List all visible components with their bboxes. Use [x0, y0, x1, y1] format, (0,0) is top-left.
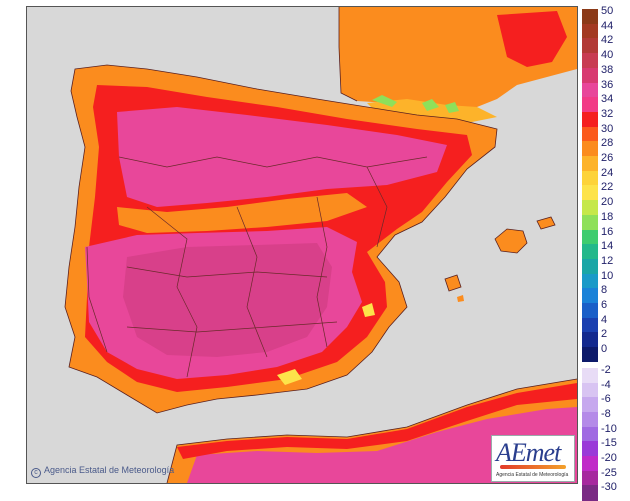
legend-swatch [582, 441, 598, 457]
legend-label: 32 [601, 107, 614, 120]
pyrenees-green-spots [372, 95, 459, 113]
copyright-text: Agencia Estatal de Meteorología [44, 465, 175, 475]
legend-swatch [582, 229, 598, 245]
legend-label: 14 [601, 240, 614, 253]
interior-hot-core [123, 243, 332, 357]
legend-label: 2 [601, 328, 608, 341]
legend-swatch [582, 397, 598, 413]
aemet-logo: AEmet Agencia Estatal de Meteorología [491, 435, 575, 482]
legend-swatch [582, 367, 598, 383]
legend-swatch [582, 273, 598, 289]
legend-swatch [582, 97, 598, 113]
copyright-icon: c [31, 468, 41, 478]
legend-label: 16 [601, 225, 614, 238]
legend-label: 38 [601, 63, 614, 76]
logo-swoosh [500, 465, 566, 469]
legend-label: 10 [601, 269, 614, 282]
north-africa-hot-area [187, 407, 577, 483]
legend-swatch [582, 126, 598, 142]
legend-label: 12 [601, 254, 614, 267]
legend-swatch [582, 23, 598, 39]
legend-label: 44 [601, 19, 614, 32]
legend-swatch [582, 170, 598, 186]
temperature-legend: 50 44 42 40 38 36 34 32 30 28 26 24 22 20 18 16 14 12 10 8 6… [582, 5, 630, 501]
legend-label: 36 [601, 78, 614, 91]
region-borders [86, 156, 428, 378]
legend-label: 20 [601, 196, 614, 209]
copyright-notice: c Agencia Estatal de Meteorología [31, 465, 174, 478]
legend-swatch [582, 303, 598, 319]
legend-swatch [582, 141, 598, 157]
legend-label: -15 [601, 437, 617, 450]
legend-label: 6 [601, 299, 608, 311]
legend-label: 50 [601, 5, 614, 17]
north-africa-red-band [177, 383, 577, 459]
legend-swatch [582, 411, 598, 428]
pyrenees-cool-band [367, 99, 497, 125]
logo-subtitle: Agencia Estatal de Meteorología [496, 472, 569, 478]
legend-label: 28 [601, 137, 614, 150]
legend-swatch [582, 53, 598, 69]
legend-label: 40 [601, 49, 614, 62]
legend-swatch [582, 456, 598, 472]
coastlines [64, 7, 577, 483]
legend-swatch [582, 485, 598, 501]
legend-swatch [582, 258, 598, 275]
legend-swatch [582, 67, 598, 83]
legend-label: 42 [601, 34, 614, 47]
legend-label: 8 [601, 284, 608, 297]
logo-mark: AEmet [496, 438, 561, 467]
legend-label: -30 [601, 481, 617, 494]
legend-label: 18 [601, 210, 614, 223]
legend-swatch [582, 9, 598, 25]
legend-swatch [582, 111, 598, 128]
legend-swatch [582, 347, 598, 363]
legend-label: -20 [601, 452, 617, 464]
legend-label: -4 [601, 378, 611, 391]
map-canvas [27, 7, 577, 483]
legend-label: -8 [601, 407, 611, 420]
legend-label: -25 [601, 466, 617, 479]
mallorca-island [495, 229, 527, 253]
legend-swatch [582, 426, 598, 442]
legend-swatch [582, 156, 598, 172]
france-hot-area [497, 11, 567, 67]
legend-label: 24 [601, 166, 614, 179]
coastal-yellow-patches [277, 303, 375, 385]
iberia-north-hot [117, 107, 447, 207]
legend-label: 0 [601, 343, 608, 356]
legend-swatch [582, 244, 598, 260]
legend-swatch [582, 214, 598, 230]
legend-label: 26 [601, 152, 614, 164]
legend-swatch [582, 382, 598, 398]
legend-swatch [582, 185, 598, 201]
legend-label: 34 [601, 93, 614, 106]
legend-label: -10 [601, 422, 617, 435]
legend-label: 22 [601, 181, 614, 194]
legend-swatch [582, 38, 598, 54]
central-system-band [117, 193, 367, 233]
legend-swatch [582, 332, 598, 348]
legend-swatch [582, 317, 598, 333]
temperature-map [26, 6, 578, 484]
legend-swatch [582, 288, 598, 304]
legend-label: 4 [601, 313, 608, 326]
legend-label: -6 [601, 393, 611, 406]
legend-swatch [582, 82, 598, 98]
legend-label: 30 [601, 122, 614, 135]
legend-swatch [582, 200, 598, 216]
legend-swatch [582, 470, 598, 486]
legend-label: -2 [601, 363, 611, 376]
